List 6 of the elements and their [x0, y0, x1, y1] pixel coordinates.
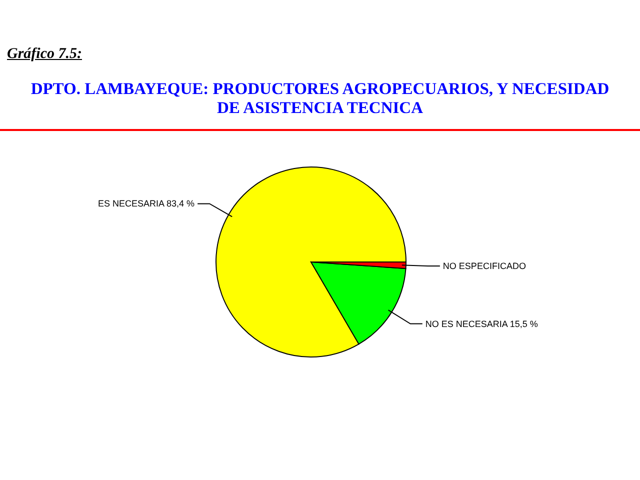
slice-label: NO ESPECIFICADO [442, 261, 526, 272]
text: Gráfico 7.5: [7, 46, 82, 63]
slice-label: NO ES NECESARIA 15,5 % [425, 318, 538, 329]
chart-title: DPTO. LAMBAYEQUE: PRODUCTORES AGROPECUARIOS, Y NECESIDAD DE ASISTENCIA TECNICA [30, 79, 610, 117]
pie-slice [216, 166, 406, 358]
slice-label: ES NECESARIA 83,4 % [98, 198, 195, 209]
